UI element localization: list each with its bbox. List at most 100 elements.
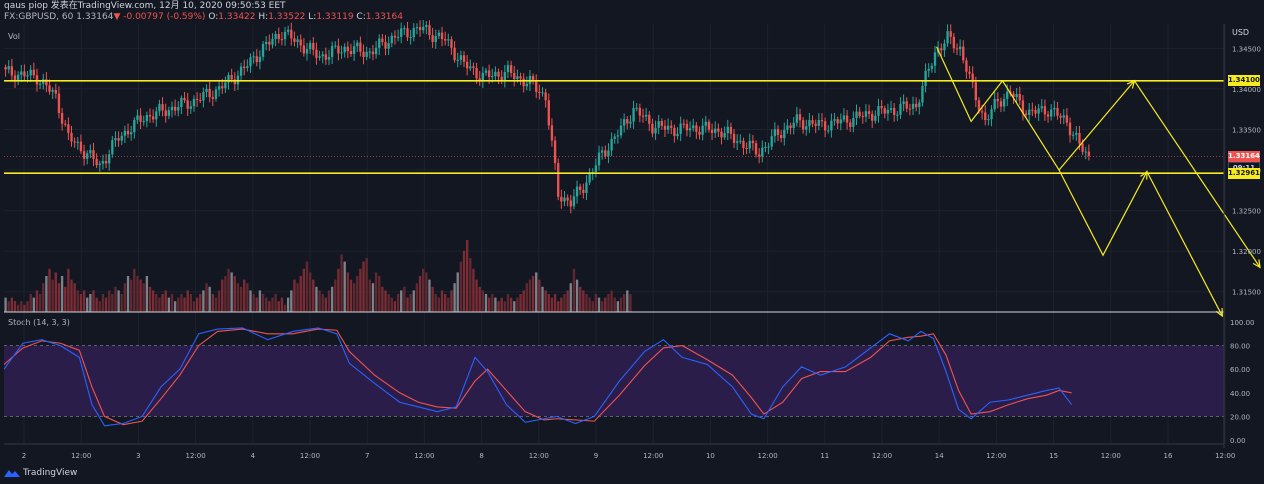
candle-body [1031,109,1034,111]
candle-body [280,39,284,41]
candle-body [833,119,836,121]
projection-path [936,46,1223,317]
volume-bar [23,304,26,312]
candle-body [177,107,180,111]
volume-bar [13,301,17,312]
volume-bar [283,304,287,312]
candle-body [874,115,877,121]
currency-label[interactable]: USD [1232,28,1250,37]
volume-bar [211,294,214,312]
time-tick-label: 2 [22,452,26,460]
candle-body [688,128,692,131]
candle-body [1021,100,1025,114]
chart-attribution: qaus piop 发表在TradingView.com, 12月 10, 20… [4,1,286,11]
stoch-overbought-band [4,345,1224,417]
volume-bar [462,250,466,312]
candle-body [685,123,689,131]
volume-bar [619,297,623,312]
volume-bar [38,294,42,312]
candle-body [327,56,331,60]
candle-body [541,92,544,94]
volume-bar [456,272,459,312]
volume-bar [497,301,500,312]
candle-body [773,129,777,137]
volume-bar [64,286,67,312]
candle-body [604,150,607,157]
candle-body [811,120,814,124]
tradingview-icon [4,470,20,477]
candle-body [575,186,579,197]
symbol-legend: FX:GBPUSD, 60 1.33164▼ -0.00797 (-0.59%)… [4,12,403,23]
candle-body [601,150,604,153]
candle-body [170,106,174,111]
candle-body [839,119,842,124]
volume-bar [274,294,277,312]
candle-body [980,111,984,113]
price-tick-label: 1.34500 [1232,45,1261,53]
stoch-tick-label: 0.00 [1230,437,1246,445]
stoch-label[interactable]: Stoch (14, 3, 3) [8,318,70,327]
volume-bar [352,283,356,312]
volume-bar [327,290,331,312]
candle-body [164,110,167,116]
candle-body [434,35,437,43]
volume-bar [544,290,547,312]
candle-body [10,66,14,76]
candle-body [801,120,805,130]
candle-body [880,106,883,109]
volume-bar [487,297,491,312]
candle-body [993,98,996,110]
candle-body [258,56,262,63]
candlesticks [4,20,1091,214]
candle-body [406,28,409,38]
time-tick-label: 16 [1164,452,1173,460]
candle-body [930,65,934,69]
time-tick-label: 15 [1049,452,1058,460]
volume-bar [164,290,167,312]
projection-lines [936,46,1261,318]
volume-bar [503,301,506,312]
volume-bar [227,268,230,312]
candle-body [729,126,733,134]
volume-bar [444,294,447,312]
volume-bar [255,297,258,312]
candle-body [984,112,987,121]
candle-body [817,120,820,126]
volume-bar [236,283,240,312]
volume-bar [359,268,362,312]
time-tick-label: 12:00 [643,452,663,460]
volume-bar [126,276,130,312]
candle-body [726,126,729,134]
volume-bar [183,297,186,312]
candle-body [657,121,660,128]
candle-body [946,31,949,44]
symbol-name[interactable]: FX:GBPUSD, 60 [4,12,74,22]
candle-body [1018,94,1021,101]
volume-bar [513,301,516,312]
candle-body [679,123,682,134]
candle-body [538,91,541,93]
volume-bar [390,297,393,312]
candle-body [57,93,61,113]
volume-bar [268,301,271,312]
volume-bar [86,297,89,312]
candle-body [902,101,905,104]
candle-body [852,118,855,127]
volume-bar [167,297,171,312]
candle-body [142,121,145,123]
candle-body [594,165,598,173]
time-tick-label: 12:00 [414,452,434,460]
candle-body [89,150,92,154]
tradingview-logo[interactable]: TradingView [4,468,77,478]
grid-lines [4,24,1226,444]
candle-body [1059,115,1062,118]
candle-body [202,91,205,101]
candle-body [296,39,299,42]
volume-bar [622,294,626,312]
candle-body [644,114,648,117]
candle-body [208,88,211,98]
volume-bar [626,290,629,312]
candle-body [321,54,324,57]
candle-body [239,66,243,76]
